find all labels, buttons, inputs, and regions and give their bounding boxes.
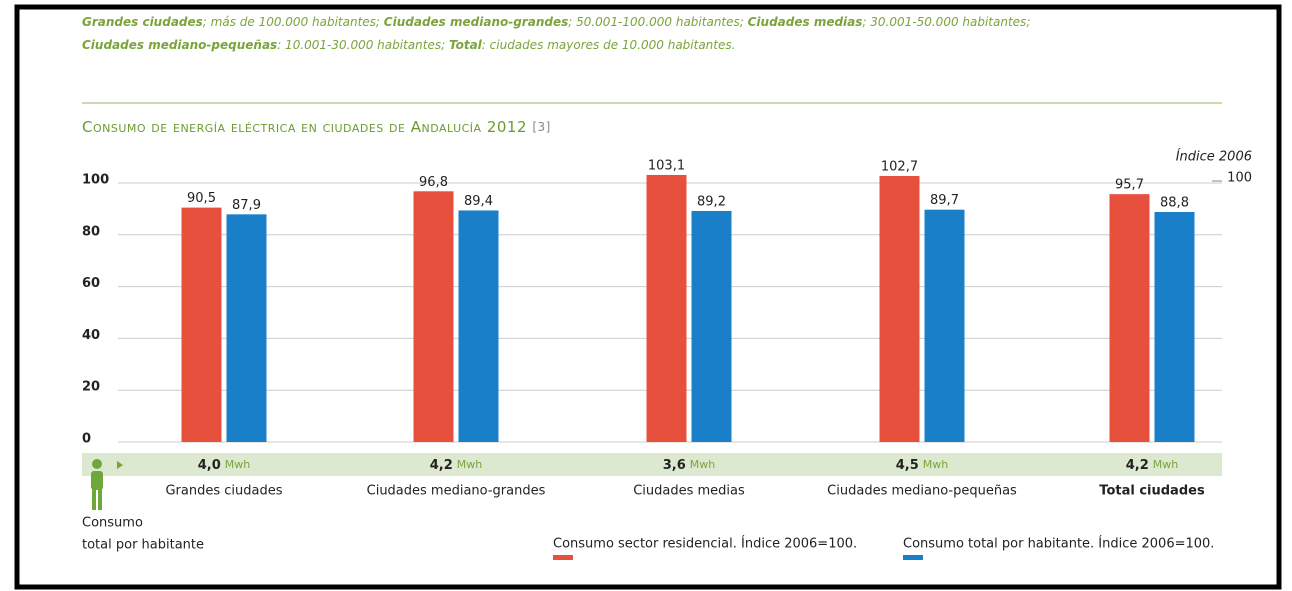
bar (413, 191, 454, 442)
note-line: Ciudades mediano-pequeñas: 10.001-30.000… (82, 38, 735, 52)
x-tick-label: Ciudades mediano-grandes (367, 484, 546, 499)
per-capita-label: 3,6 Mwh (663, 458, 716, 473)
bar (879, 176, 920, 442)
legend-label: Consumo sector residencial. Índice 2006=… (553, 536, 857, 552)
chart-title: Consumo de energía eléctrica en ciudades… (82, 118, 551, 136)
note-segment: Ciudades mediano-pequeñas (82, 38, 277, 52)
note-segment: Grandes ciudades (82, 15, 203, 29)
x-tick-label: Ciudades medias (633, 484, 745, 499)
value-label: 89,7 (930, 193, 959, 208)
value-label: 103,1 (648, 158, 685, 173)
index-value: 100 (1227, 171, 1252, 186)
per-capita-label: 4,5 Mwh (896, 458, 949, 473)
note-line: Grandes ciudades; más de 100.000 habitan… (82, 15, 1030, 29)
per-capita-label: 4,0 Mwh (198, 458, 251, 473)
x-tick-label: Grandes ciudades (165, 484, 282, 499)
y-tick-label: 20 (82, 380, 100, 395)
legend-swatch (903, 555, 923, 560)
y-tick-label: 80 (82, 224, 100, 239)
per-capita-unit: Mwh (923, 458, 948, 471)
note-segment: : ciudades mayores de 10.000 habitantes. (482, 38, 736, 52)
note-segment: ; 30.001-50.000 habitantes; (862, 15, 1030, 29)
bar (646, 174, 687, 442)
per-capita-value: 4,2 (430, 458, 453, 473)
per-capita-value: 4,5 (896, 458, 919, 473)
note-segment: ; más de 100.000 habitantes; (203, 15, 384, 29)
person-icon (91, 459, 103, 510)
value-label: 102,7 (881, 160, 918, 175)
bar (458, 210, 499, 442)
per-capita-unit: Mwh (1153, 458, 1178, 471)
value-label: 87,9 (232, 198, 261, 213)
note-segment: : 10.001-30.000 habitantes; (277, 38, 449, 52)
per-capita-value: 4,2 (1126, 458, 1149, 473)
per-capita-unit: Mwh (225, 458, 250, 471)
bar (691, 210, 732, 442)
per-capita-caption: Consumo (82, 516, 143, 531)
bar (226, 214, 267, 442)
y-tick-label: 60 (82, 276, 100, 291)
per-capita-label: 4,2 Mwh (1126, 458, 1179, 473)
index-note: Índice 2006 (1176, 149, 1252, 165)
title-ref: [3] (532, 120, 551, 134)
bar (924, 209, 965, 442)
note-segment: Total (449, 38, 483, 52)
bar (181, 207, 222, 442)
per-capita-value: 3,6 (663, 458, 686, 473)
y-tick-label: 40 (82, 328, 100, 343)
arrow (117, 461, 123, 469)
title-text: Consumo de energía eléctrica en ciudades… (82, 118, 527, 136)
bar (1109, 194, 1150, 442)
value-label: 95,7 (1115, 178, 1144, 193)
legend-swatch (553, 555, 573, 560)
per-capita-caption: total por habitante (82, 538, 204, 553)
value-label: 88,8 (1160, 196, 1189, 211)
value-label: 96,8 (419, 175, 448, 190)
note-segment: Ciudades mediano-grandes (384, 15, 568, 29)
y-tick-label: 0 (82, 432, 91, 447)
x-tick-label: Ciudades mediano-pequeñas (827, 484, 1017, 499)
per-capita-unit: Mwh (690, 458, 715, 471)
per-capita-value: 4,0 (198, 458, 221, 473)
value-label: 89,4 (464, 194, 493, 209)
per-capita-band (82, 453, 1222, 476)
per-capita-label: 4,2 Mwh (430, 458, 483, 473)
y-tick-label: 100 (82, 173, 109, 188)
note-segment: Ciudades medias (748, 15, 863, 29)
frame (14, 4, 1282, 590)
value-label: 90,5 (187, 191, 216, 206)
per-capita-unit: Mwh (457, 458, 482, 471)
note-segment: ; 50.001-100.000 habitantes; (568, 15, 747, 29)
value-label: 89,2 (697, 194, 726, 209)
bar (1154, 212, 1195, 442)
x-tick-label: Total ciudades (1099, 484, 1205, 499)
legend-label: Consumo total por habitante. Índice 2006… (903, 536, 1214, 552)
